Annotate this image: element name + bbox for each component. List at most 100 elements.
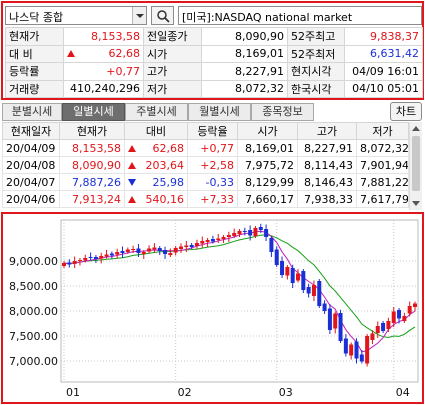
candle-body (179, 246, 183, 249)
cell-open: 7,660,17 (237, 190, 298, 208)
candle-body (333, 313, 338, 329)
candle-body (152, 247, 157, 250)
quote-table: 현재가 8,153,58 전일종가 8,090,90 52주최고 9,838,3… (5, 27, 423, 98)
y-tick-label: 8,500.00 (9, 280, 58, 293)
col-header-open[interactable]: 시가 (237, 122, 298, 140)
candle-body (269, 238, 274, 252)
cell-low: 7,901,94 (356, 156, 409, 174)
chart-button[interactable]: 차트 (390, 102, 422, 121)
chevron-down-icon[interactable] (132, 7, 146, 24)
table-row[interactable]: 20/04/06 7,913,24 540,16 +7,33 7,660,17 … (2, 190, 409, 208)
label-52w-low: 52주최저 (287, 44, 345, 63)
chart-panel: 9,000.00 8,500.00 8,000.00 7,500.00 7,000.00… (1, 212, 424, 404)
candle-body (210, 239, 215, 242)
candle-body (168, 253, 173, 255)
x-tick-label: 02 (178, 386, 192, 399)
col-header-price[interactable]: 현재가 (59, 122, 125, 140)
col-header-date[interactable]: 현재일자 (2, 122, 60, 140)
value-change-rate: +0,77 (63, 62, 144, 81)
tab-minute[interactable]: 분별시세 (2, 103, 62, 121)
candle-body (327, 308, 332, 330)
scroll-up-icon[interactable] (412, 126, 420, 131)
candle-body (375, 326, 380, 333)
table-row[interactable]: 20/04/08 8,090,90 203,64 +2,58 7,975,72 … (2, 156, 409, 174)
market-select-value: 나스닥 종합 (9, 11, 64, 24)
tab-stock-info[interactable]: 종목정보 (251, 103, 314, 121)
label-high: 고가 (143, 62, 202, 81)
candle-body (226, 235, 231, 237)
up-arrow-icon (128, 144, 136, 152)
ma-short-line (63, 230, 416, 353)
col-header-change[interactable]: 대비 (124, 122, 188, 140)
table-scrollbar[interactable] (409, 122, 422, 210)
cell-rate: +2,58 (187, 156, 238, 174)
label-52w-high: 52주최고 (287, 27, 345, 46)
price-chart: 9,000.00 8,500.00 8,000.00 7,500.00 7,000.00… (9, 219, 419, 399)
quote-row-volume: 거래량 410,240,296 저가 8,072,32 한국시각 04/10 0… (5, 79, 423, 98)
cell-price: 8,153,58 (59, 139, 125, 157)
candle-body (109, 253, 114, 256)
candle-body (88, 257, 93, 258)
candle-body (93, 257, 98, 259)
quote-row-price: 현재가 8,153,58 전일종가 8,090,90 52주최고 9,838,3… (5, 27, 423, 46)
label-volume: 거래량 (5, 79, 64, 98)
tab-monthly[interactable]: 월별시세 (188, 103, 251, 121)
col-header-low[interactable]: 저가 (356, 122, 409, 140)
cell-change: 25,98 (124, 173, 188, 191)
col-header-high[interactable]: 고가 (297, 122, 357, 140)
x-tick-label: 04 (396, 386, 410, 399)
candle-body (322, 303, 327, 311)
table-row[interactable]: 20/04/09 8,153,58 62,68 +0,77 8,169,01 8… (2, 139, 409, 157)
candle-body (120, 251, 125, 253)
candle-body (290, 268, 295, 283)
label-change: 대 비 (5, 44, 64, 63)
quote-panel: 나스닥 종합 [미국]:NASDAQ national market 현재가 8… (1, 1, 424, 100)
candle-body (216, 238, 221, 240)
cell-date: 20/04/08 (2, 156, 60, 174)
tab-daily[interactable]: 일별시세 (62, 103, 125, 121)
candle-body (253, 228, 258, 236)
market-select[interactable]: 나스닥 종합 (5, 6, 147, 25)
symbol-field[interactable]: [미국]:NASDAQ national market (178, 6, 422, 25)
candle-body (141, 252, 146, 254)
candle-body (200, 241, 205, 244)
candle-body (370, 333, 375, 340)
value-prev-close: 8,090,90 (201, 27, 288, 46)
cell-date: 20/04/06 (2, 190, 60, 208)
cell-change: 62,68 (124, 139, 188, 157)
candle-body (157, 248, 162, 251)
value-52w-low: 6,631,42 (344, 44, 423, 63)
value-change: 62,68 (108, 47, 141, 61)
scroll-thumb[interactable] (412, 136, 420, 191)
label-korea-time: 한국시각 (287, 79, 345, 98)
value-low: 8,072,32 (201, 79, 288, 98)
col-header-rate[interactable]: 등락율 (187, 122, 238, 140)
y-tick-label: 7,500.00 (9, 330, 58, 343)
cell-date: 20/04/07 (2, 173, 60, 191)
symbol-value: [미국]:NASDAQ national market (182, 11, 353, 24)
cell-high: 8,114,43 (297, 156, 357, 174)
candle-body (280, 261, 285, 275)
table-row[interactable]: 20/04/07 7,887,26 25,98 -0,33 8,129,99 8… (2, 173, 409, 191)
tab-weekly[interactable]: 주별시세 (125, 103, 188, 121)
candle-body (136, 248, 141, 253)
cell-high: 8,227,91 (297, 139, 357, 157)
y-tick-label: 8,000.00 (9, 305, 58, 318)
candle-body (83, 258, 88, 261)
cell-low: 7,617,79 (356, 190, 409, 208)
search-row: 나스닥 종합 [미국]:NASDAQ national market (5, 6, 422, 26)
daily-header-row: 현재일자 현재가 대비 등락율 시가 고가 저가 (2, 122, 409, 140)
label-local-time: 현지시각 (287, 62, 345, 81)
candle-body (184, 245, 189, 247)
quote-row-change: 대 비 62,68 시가 8,169,01 52주최저 6,631,42 (5, 44, 423, 63)
search-button[interactable] (151, 6, 174, 25)
value-volume: 410,240,296 (63, 79, 144, 98)
candle-body (274, 249, 279, 265)
cell-low: 7,881,22 (356, 173, 409, 191)
cell-rate: +0,77 (187, 139, 238, 157)
y-tick-label: 9,000.00 (9, 255, 58, 268)
candle-body (386, 321, 391, 329)
scroll-down-icon[interactable] (412, 201, 420, 206)
candle-body (72, 261, 77, 264)
label-low: 저가 (143, 79, 202, 98)
